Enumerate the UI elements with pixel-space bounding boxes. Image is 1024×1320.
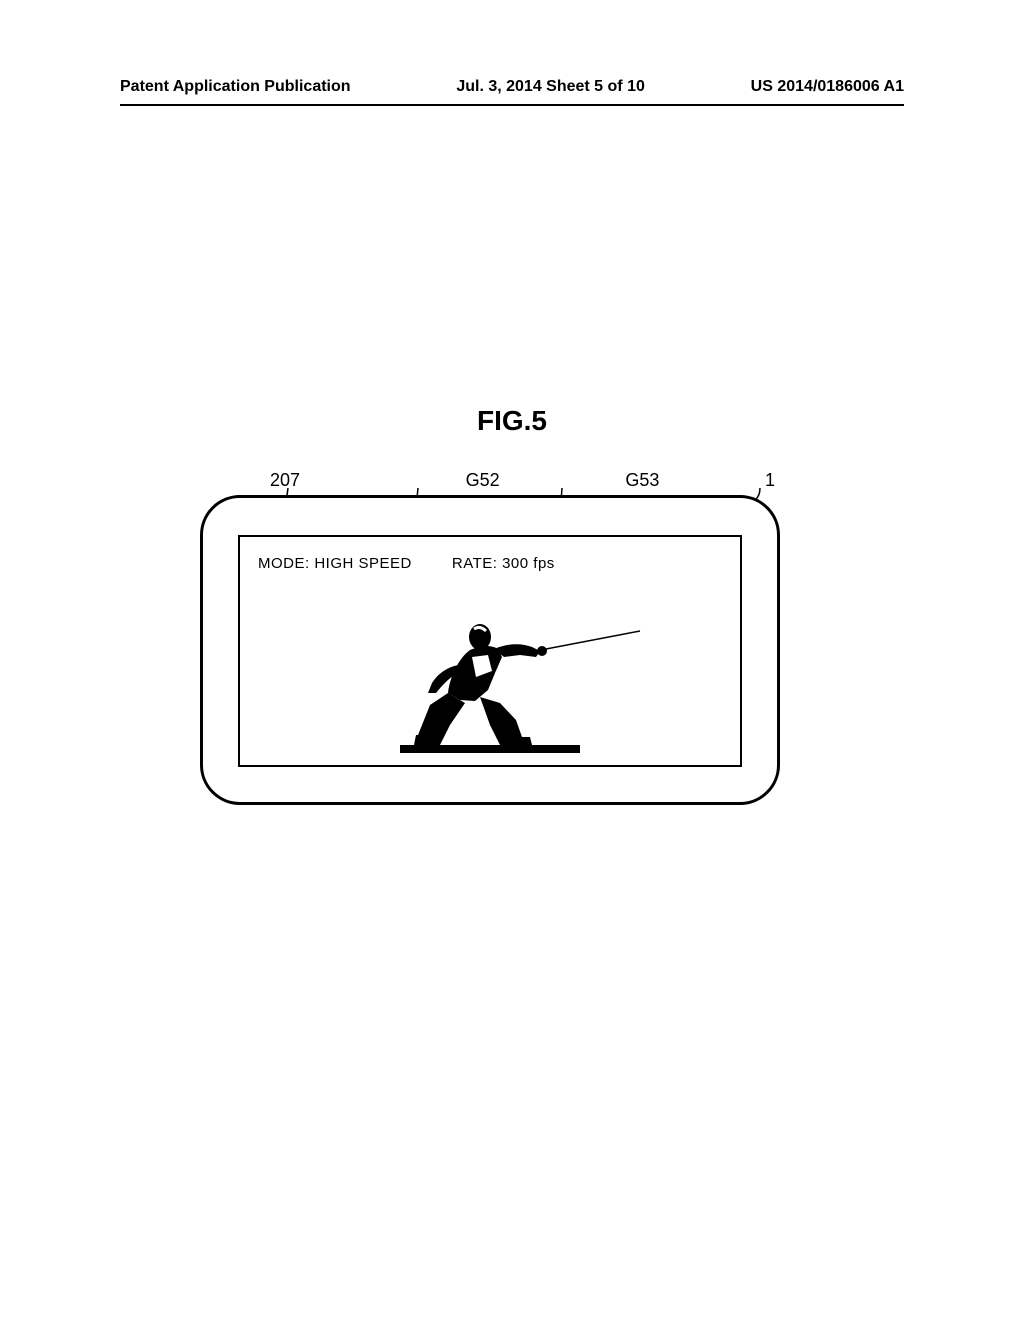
page-header: Patent Application Publication Jul. 3, 2… [0,78,1024,96]
header-left: Patent Application Publication [120,78,351,96]
fencer-icon [370,585,650,760]
display-screen: MODE: HIGH SPEED RATE: 300 fps [238,535,742,767]
header-right: US 2014/0186006 A1 [751,78,904,96]
mode-indicator: MODE: HIGH SPEED [258,555,412,572]
rate-indicator: RATE: 300 fps [452,555,555,572]
figure-title: FIG.5 [0,405,1024,437]
overlay-row: MODE: HIGH SPEED RATE: 300 fps [258,555,555,572]
header-center: Jul. 3, 2014 Sheet 5 of 10 [456,78,645,96]
header-divider [120,104,904,106]
